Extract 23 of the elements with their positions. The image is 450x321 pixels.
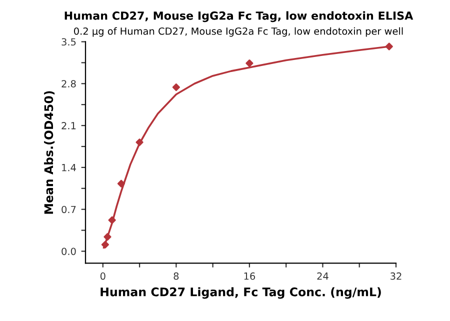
x-tick-label: 16 (244, 272, 256, 280)
point (117, 180, 126, 188)
y-tick-label: 1.4 (62, 164, 76, 172)
y-tick-label: 2.1 (62, 122, 76, 130)
y-tick-label: 3.5 (62, 38, 76, 46)
y-axis-title: Mean Abs.(OD450) (44, 91, 55, 214)
y-tick-label: 2.8 (62, 80, 76, 88)
x-tick-label: 32 (390, 272, 402, 280)
point (246, 59, 254, 68)
x-tick-label: 8 (174, 272, 179, 280)
chart-subtitle: 0.2 μg of Human CD27, Mouse IgG2a Fc Tag, low endotoxin per well (74, 27, 403, 37)
point (101, 240, 109, 248)
point (104, 233, 112, 241)
point (385, 42, 393, 50)
x-tick-label: 0 (100, 272, 106, 280)
y-tick-label: 0.7 (62, 206, 76, 214)
y-tick-label: 0.0 (62, 248, 76, 256)
point (136, 138, 144, 146)
point (172, 83, 180, 92)
x-axis-title: Human CD27 Ligand, Fc Tag Conc. (ng/mL) (100, 287, 381, 299)
point (108, 216, 116, 224)
x-tick-label: 24 (317, 272, 328, 280)
chart-title: Human CD27, Mouse IgG2a Fc Tag, low endotoxin ELISA (64, 11, 414, 22)
